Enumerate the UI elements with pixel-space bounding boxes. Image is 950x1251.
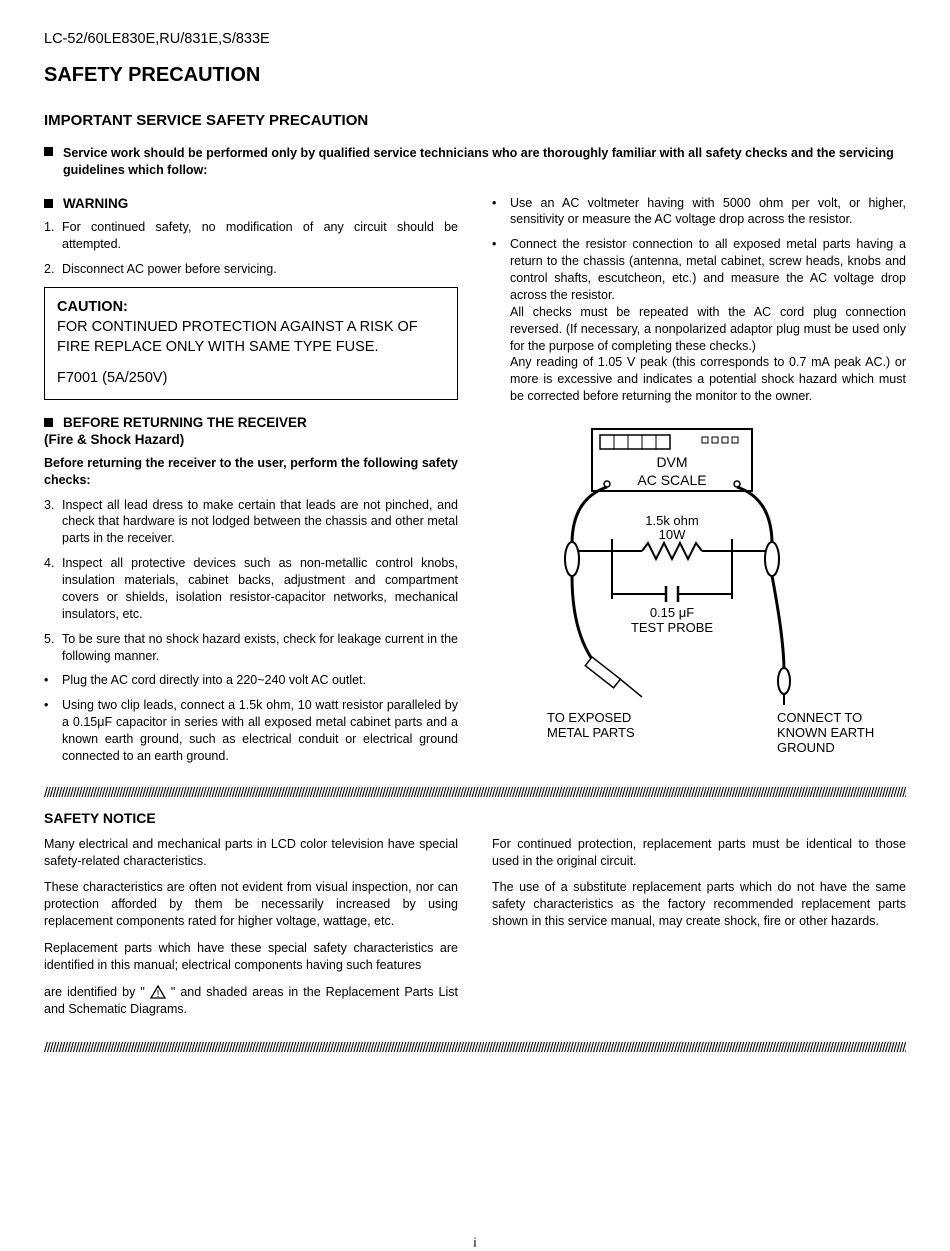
item-number: 1. [44, 219, 62, 253]
bullet-square-icon [44, 147, 53, 156]
bullet-list-right: •Use an AC voltmeter having with 5000 oh… [492, 195, 906, 406]
hatch-divider: ////////////////////////////////////////… [44, 783, 906, 799]
bullet-dot: • [492, 195, 510, 229]
diagram-text-right1: CONNECT TO [777, 710, 862, 725]
item-text: Plug the AC cord directly into a 220~240… [62, 672, 366, 689]
caution-fuse: F7001 (5A/250V) [57, 369, 445, 389]
diagram-text-res: 1.5k ohm [645, 513, 698, 528]
diagram-text-probe: TEST PROBE [631, 620, 713, 635]
diagram-text-left2: METAL PARTS [547, 725, 635, 740]
bullet-dot: • [44, 697, 62, 765]
warning-triangle-icon: ! [150, 985, 166, 999]
item-number: 2. [44, 261, 62, 278]
list-item: 2.Disconnect AC power before servicing. [44, 261, 458, 278]
diagram-text-watt: 10W [659, 527, 686, 542]
notice-para: are identified by " ! " and shaded areas… [44, 984, 458, 1018]
bullet-list-left: •Plug the AC cord directly into a 220~24… [44, 672, 458, 764]
item-number: 3. [44, 497, 62, 548]
item-number: 4. [44, 555, 62, 623]
left-column: WARNING 1.For continued safety, no modif… [44, 195, 458, 773]
notice-para: Many electrical and mechanical parts in … [44, 836, 458, 870]
item-text: Use an AC voltmeter having with 5000 ohm… [510, 195, 906, 229]
svg-text:!: ! [156, 989, 159, 999]
item-text: Inspect all lead dress to make certain t… [62, 497, 458, 548]
warning-label: WARNING [63, 196, 128, 211]
item-text-block: Connect the resistor connection to all e… [510, 236, 906, 405]
notice-para: These characteristics are often not evid… [44, 879, 458, 930]
bullet-square-icon [44, 418, 53, 427]
bullet-square-icon [44, 199, 53, 208]
diagram-text-left1: TO EXPOSED [547, 710, 631, 725]
before-heading: BEFORE RETURNING THE RECEIVER (Fire & Sh… [44, 414, 458, 449]
item-text: Disconnect AC power before servicing. [62, 261, 277, 278]
notice-text-a: are identified by " [44, 985, 150, 999]
diagram-text-right2: KNOWN EARTH [777, 725, 874, 740]
caution-box: CAUTION: FOR CONTINUED PROTECTION AGAINS… [44, 287, 458, 399]
circuit-svg: DVM AC SCALE 1.5k ohm 10W [492, 419, 892, 759]
item-text: Any reading of 1.05 V peak (this corresp… [510, 355, 906, 403]
bullet-dot: • [44, 672, 62, 689]
list-item: •Using two clip leads, connect a 1.5k oh… [44, 697, 458, 765]
item-text: Connect the resistor connection to all e… [510, 237, 906, 302]
notice-columns: Many electrical and mechanical parts in … [44, 836, 906, 1028]
caution-body: FOR CONTINUED PROTECTION AGAINST A RISK … [57, 318, 445, 357]
diagram-text-right3: GROUND [777, 740, 835, 755]
notice-left: Many electrical and mechanical parts in … [44, 836, 458, 1028]
diagram-text-ac: AC SCALE [637, 472, 706, 488]
notice-para: Replacement parts which have these speci… [44, 940, 458, 974]
section-heading: IMPORTANT SERVICE SAFETY PRECAUTION [44, 111, 906, 131]
list-item: 1.For continued safety, no modification … [44, 219, 458, 253]
diagram-text-cap: 0.15 μF [650, 605, 694, 620]
list-item: 5.To be sure that no shock hazard exists… [44, 631, 458, 665]
before-subheading: Before returning the receiver to the use… [44, 455, 458, 489]
hatch-divider: ////////////////////////////////////////… [44, 1038, 906, 1054]
test-circuit-diagram: DVM AC SCALE 1.5k ohm 10W [492, 419, 906, 764]
notice-right: For continued protection, replacement pa… [492, 836, 906, 1028]
item-text: All checks must be repeated with the AC … [510, 305, 906, 353]
item-text: To be sure that no shock hazard exists, … [62, 631, 458, 665]
warning-list: 1.For continued safety, no modification … [44, 219, 458, 278]
list-item: 3.Inspect all lead dress to make certain… [44, 497, 458, 548]
warning-heading: WARNING [44, 195, 458, 213]
item-number: 5. [44, 631, 62, 665]
diagram-text-dvm: DVM [656, 454, 687, 470]
list-item: 4.Inspect all protective devices such as… [44, 555, 458, 623]
model-number: LC-52/60LE830E,RU/831E,S/833E [44, 30, 906, 50]
list-item: • Connect the resistor connection to all… [492, 236, 906, 405]
notice-para: The use of a substitute replacement part… [492, 879, 906, 930]
page-number: i [44, 1234, 906, 1251]
list-item: •Plug the AC cord directly into a 220~24… [44, 672, 458, 689]
before-h-line1: BEFORE RETURNING THE RECEIVER [63, 415, 307, 430]
intro-row: Service work should be performed only by… [44, 145, 906, 179]
notice-para: For continued protection, replacement pa… [492, 836, 906, 870]
right-column: •Use an AC voltmeter having with 5000 oh… [492, 195, 906, 773]
item-text: Using two clip leads, connect a 1.5k ohm… [62, 697, 458, 765]
page-title: SAFETY PRECAUTION [44, 62, 906, 89]
two-column-main: WARNING 1.For continued safety, no modif… [44, 195, 906, 773]
list-item: •Use an AC voltmeter having with 5000 oh… [492, 195, 906, 229]
item-text: Inspect all protective devices such as n… [62, 555, 458, 623]
before-list: 3.Inspect all lead dress to make certain… [44, 497, 458, 665]
before-h-line2: (Fire & Shock Hazard) [44, 432, 184, 447]
intro-text: Service work should be performed only by… [63, 145, 906, 179]
caution-title: CAUTION: [57, 298, 445, 318]
bullet-dot: • [492, 236, 510, 405]
item-text: For continued safety, no modification of… [62, 219, 458, 253]
safety-notice-heading: SAFETY NOTICE [44, 809, 906, 828]
